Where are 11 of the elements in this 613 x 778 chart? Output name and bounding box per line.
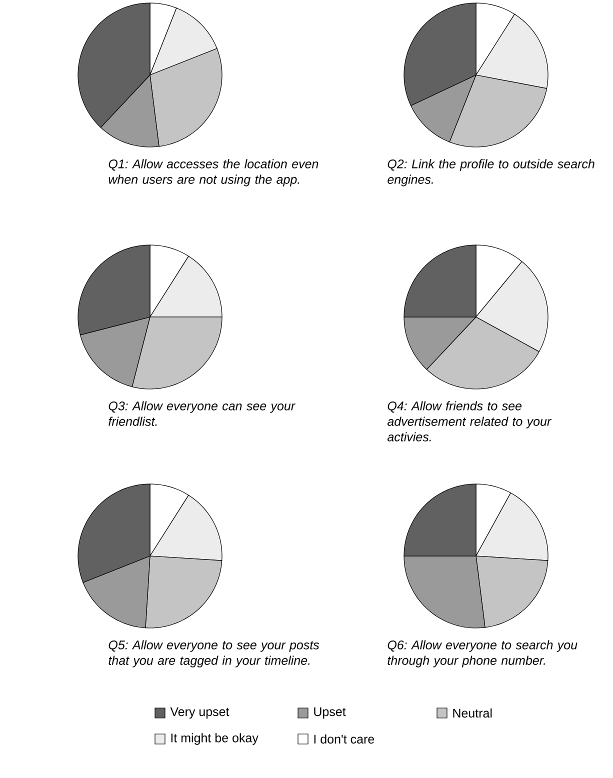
text: Q5: Allow everyone to see your posts that you are tagged in your timeline.	[108, 640, 320, 668]
legend-label: Upset	[314, 707, 346, 719]
text: Q4: Allow friends to see advertisement related to your activies.	[387, 401, 552, 442]
legend-label: Neutral	[453, 708, 492, 718]
text: Q1: Allow accesses the location even when users are not using the app.	[108, 159, 318, 186]
text: Q2: Link the profile to outside search engines.	[388, 159, 594, 186]
text: Q6: Allow everyone to search you through your phone number.	[388, 640, 578, 668]
legend-label: Very upset	[170, 707, 230, 719]
text: Q3: Allow everyone can see your friendlist.	[108, 401, 296, 426]
legend-label: It might be okay	[171, 733, 258, 745]
legend-label: I don't care	[314, 734, 374, 744]
